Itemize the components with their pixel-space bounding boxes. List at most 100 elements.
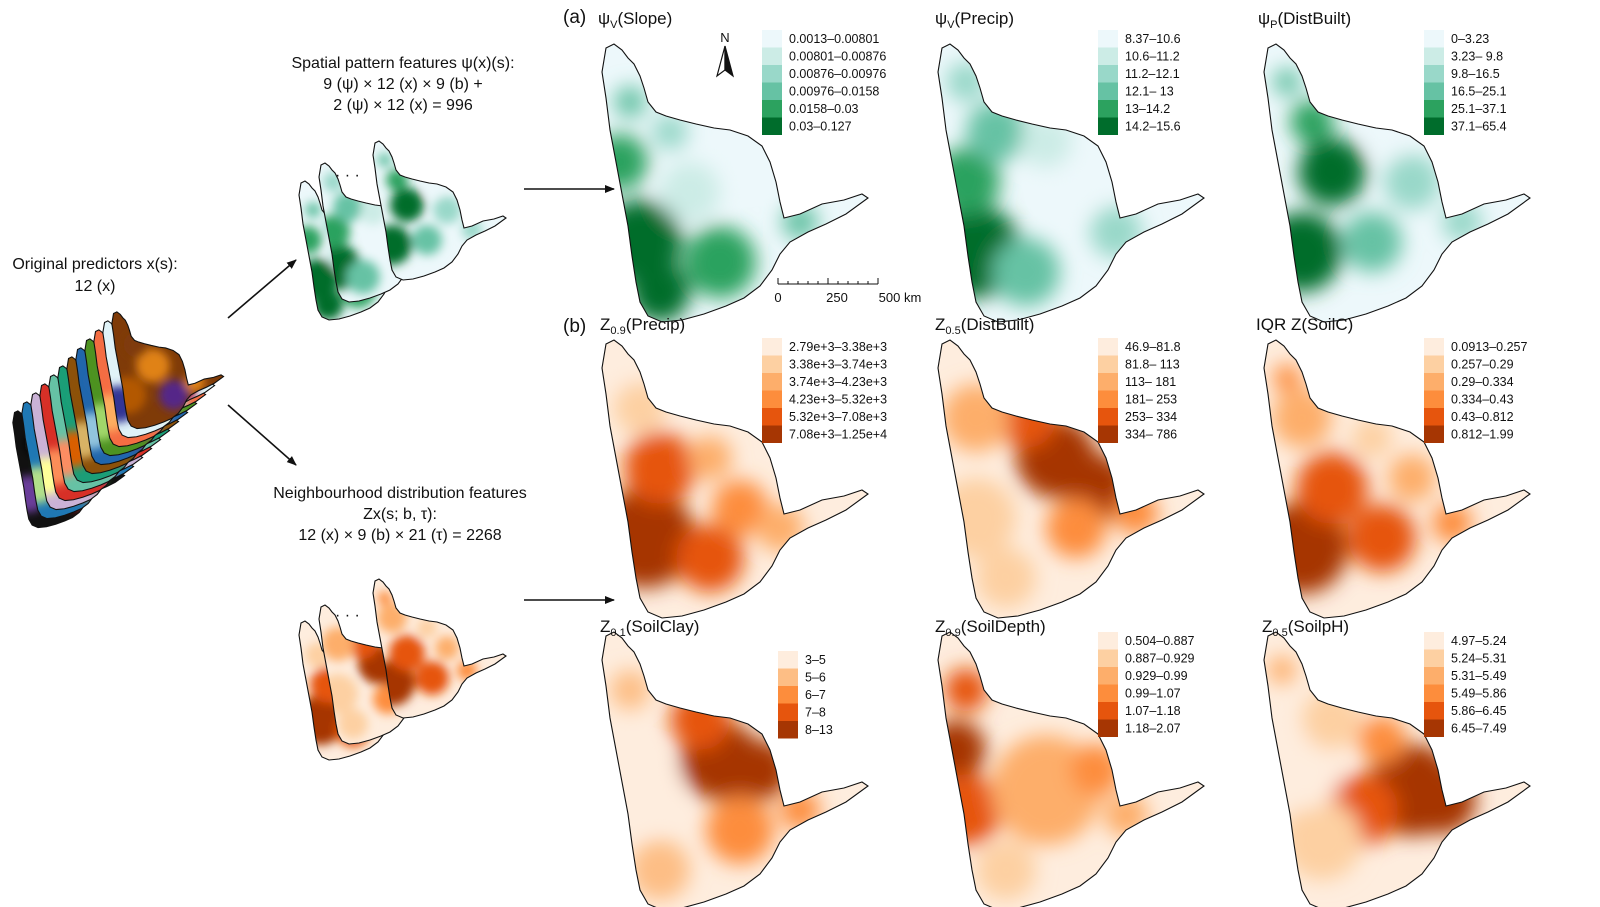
- panel-precip_z-title-subscript: 0.9: [610, 325, 625, 337]
- panel-precip_z-legend-swatch: [762, 408, 782, 426]
- panel-precip_z-title-argument: (Precip): [626, 315, 686, 334]
- panel-soilc_z-legend-swatch: [1424, 425, 1444, 443]
- panel-precip_z-legend-label: 5.32e+3–7.08e+3: [789, 410, 887, 424]
- panel-precip_psi-legend-label: 10.6–11.2: [1125, 50, 1180, 64]
- panel-distbuilt_z-title: Z0.5(DistBuilt): [935, 315, 1034, 337]
- panel-precip_psi-legend-swatch: [1098, 30, 1118, 48]
- panel-distbuilt_z-title-subscript: 0.5: [945, 325, 960, 337]
- panel-precip_psi-legend-label: 14.2–15.6: [1125, 120, 1181, 134]
- panel-distbuilt_z-title-argument: (DistBuilt): [961, 315, 1035, 334]
- panel-slope-legend-swatch: [762, 117, 782, 135]
- panel-distbuilt_psi-legend-swatch: [1424, 100, 1444, 118]
- panel-soilph_z-legend-label: 5.86–6.45: [1451, 704, 1507, 718]
- panel-slope-legend-label: 0.0013–0.00801: [789, 32, 879, 46]
- panel-precip_z-legend-swatch: [762, 355, 782, 373]
- spatial-features-formula-2: 2 (ψ) × 12 (x) = 996: [333, 97, 473, 114]
- svg-text:N: N: [720, 30, 729, 45]
- panel-soilclay_z-legend-label: 6–7: [805, 688, 826, 702]
- panel-distbuilt_psi-legend-swatch: [1424, 82, 1444, 100]
- panel-distbuilt_psi-legend-swatch: [1424, 30, 1444, 48]
- panel-soildepth_z-legend-swatch: [1098, 702, 1118, 720]
- panel-distbuilt_psi-legend: 0–3.23 3.23– 9.8 9.8–16.5 16.5–25.1 25.1–37.…: [1424, 30, 1507, 135]
- panel-distbuilt_psi-legend-swatch: [1424, 117, 1444, 135]
- panel-slope-legend-label: 0.0158–0.03: [789, 102, 859, 116]
- panel-precip_psi-legend-label: 13–14.2: [1125, 102, 1170, 116]
- original-predictors-stack: [12, 311, 225, 529]
- panel-soildepth_z-title: Z0.9(SoilDepth): [935, 617, 1046, 639]
- panel-soilc_z-legend-label: 0.812–1.99: [1451, 428, 1514, 442]
- panel-soilclay_z-legend-swatch: [778, 668, 798, 686]
- panel-soilc_z: IQR Z(SoilC) 0.0913–0.257 0.257–0.29 0.29–0…: [1256, 315, 1531, 619]
- panel-soilclay_z-legend-label: 8–13: [805, 723, 833, 737]
- panel-soilc_z-legend-label: 0.43–0.812: [1451, 410, 1514, 424]
- panel-precip_psi-legend-label: 12.1– 13: [1125, 85, 1174, 99]
- neighbourhood-features-notation: Zx(s; b, τ):: [363, 506, 437, 523]
- panel-precip_psi-title-symbol: ψ: [935, 9, 947, 28]
- panel-slope-legend-swatch: [762, 65, 782, 83]
- panel-soildepth_z-legend-label: 0.887–0.929: [1125, 652, 1195, 666]
- panel-soilc_z-legend-swatch: [1424, 373, 1444, 391]
- panel-soildepth_z-legend-label: 1.07–1.18: [1125, 704, 1181, 718]
- panel-precip_psi-title-subscript: V: [947, 19, 955, 31]
- panel-soilc_z-title-argument: (SoilC): [1301, 315, 1353, 334]
- panel-distbuilt_z-legend-swatch: [1098, 390, 1118, 408]
- panel-distbuilt_psi-legend-swatch: [1424, 65, 1444, 83]
- panel-precip_z-legend-label: 4.23e+3–5.32e+3: [789, 393, 887, 407]
- map-panels: ψV(Slope) 0.0013–0.00801 0.00801–0.00876 0.…: [598, 9, 1531, 907]
- panel-soildepth_z-legend-label: 0.504–0.887: [1125, 634, 1195, 648]
- panel-soildepth_z: Z0.9(SoilDepth) 0.504–0.887 0.887–0.929 0.9…: [935, 617, 1205, 907]
- scale-tick-0: 0: [774, 290, 781, 305]
- panel-soildepth_z-legend-swatch: [1098, 667, 1118, 685]
- panel-precip_psi-legend-swatch: [1098, 47, 1118, 65]
- panel-soilph_z-legend-swatch: [1424, 667, 1444, 685]
- panel-soilph_z-legend-swatch: [1424, 649, 1444, 667]
- panel-soilclay_z-legend: 3–5 5–6 6–7 7–8 8–13: [778, 651, 833, 739]
- panel-precip_psi-legend-label: 8.37–10.6: [1125, 32, 1181, 46]
- panel-soildepth_z-legend-swatch: [1098, 684, 1118, 702]
- panel-soilclay_z-title-subscript: 0.1: [610, 627, 625, 639]
- panel-soilc_z-legend-label: 0.334–0.43: [1451, 393, 1514, 407]
- panel-slope-legend-label: 0.00976–0.0158: [789, 85, 879, 99]
- panel-soilclay_z-legend-label: 3–5: [805, 653, 826, 667]
- panel-distbuilt_psi-title-argument: (DistBuilt): [1277, 9, 1351, 28]
- panel-slope-title: ψV(Slope): [598, 9, 672, 31]
- panel-soilc_z-legend-swatch: [1424, 390, 1444, 408]
- panel-slope-title-symbol: ψ: [598, 9, 610, 28]
- panel-distbuilt_psi-legend-label: 0–3.23: [1451, 32, 1489, 46]
- neighbourhood-features-formula: 12 (x) × 9 (b) × 21 (τ) = 2268: [298, 527, 501, 544]
- panel-soilclay_z-title-symbol: Z: [600, 617, 610, 636]
- panel-soilclay_z: Z0.1(SoilClay) 3–5 5–6 6–7 7–8 8–13: [600, 617, 869, 907]
- panel-distbuilt_psi-title: ψP(DistBuilt): [1258, 9, 1351, 31]
- panel-slope-legend-label: 0.00801–0.00876: [789, 50, 886, 64]
- panel-distbuilt_z-legend-label: 81.8– 113: [1125, 358, 1180, 372]
- scale-tick-250: 250: [826, 290, 848, 305]
- panel-soilph_z: Z0.5(SoilpH) 4.97–5.24 5.24–5.31 5.31–5.49 5…: [1262, 617, 1531, 907]
- original-predictors-label: Original predictors x(s):: [12, 256, 177, 273]
- spatial-features-formula-1: 9 (ψ) × 12 (x) × 9 (b) +: [323, 76, 482, 93]
- panel-soilph_z-legend-label: 6.45–7.49: [1451, 722, 1507, 736]
- panel-distbuilt_z-legend-swatch: [1098, 408, 1118, 426]
- panel-precip_psi-legend-swatch: [1098, 100, 1118, 118]
- panel-soildepth_z-legend-swatch: [1098, 719, 1118, 737]
- north-arrow: N: [715, 30, 735, 78]
- panel-soildepth_z-title-subscript: 0.9: [945, 627, 960, 639]
- panel-soilc_z-legend-label: 0.257–0.29: [1451, 358, 1514, 372]
- panel-slope-legend-label: 0.00876–0.00976: [789, 67, 886, 81]
- panel-soildepth_z-legend-swatch: [1098, 649, 1118, 667]
- panel-soilclay_z-legend-swatch: [778, 651, 798, 669]
- panel-soilph_z-legend-swatch: [1424, 632, 1444, 650]
- panel-soilph_z-title-argument: (SoilpH): [1288, 617, 1349, 636]
- panel-soilc_z-title: IQR Z(SoilC): [1256, 315, 1353, 334]
- panel-b-tag: (b): [563, 316, 586, 337]
- panel-distbuilt_z-legend-label: 113– 181: [1125, 375, 1176, 389]
- panel-distbuilt_z-legend-swatch: [1098, 355, 1118, 373]
- panel-distbuilt_z-legend-label: 253– 334: [1125, 410, 1177, 424]
- original-predictors-count: 12 (x): [75, 278, 116, 295]
- panel-slope-legend-swatch: [762, 100, 782, 118]
- panel-precip_z-legend-swatch: [762, 373, 782, 391]
- panel-soilph_z-legend-label: 5.24–5.31: [1451, 652, 1507, 666]
- panel-soilc_z-legend-label: 0.29–0.334: [1451, 375, 1514, 389]
- arrow-to-spatial: [227, 259, 297, 319]
- scale-bar: 0 250 500 km: [774, 278, 921, 305]
